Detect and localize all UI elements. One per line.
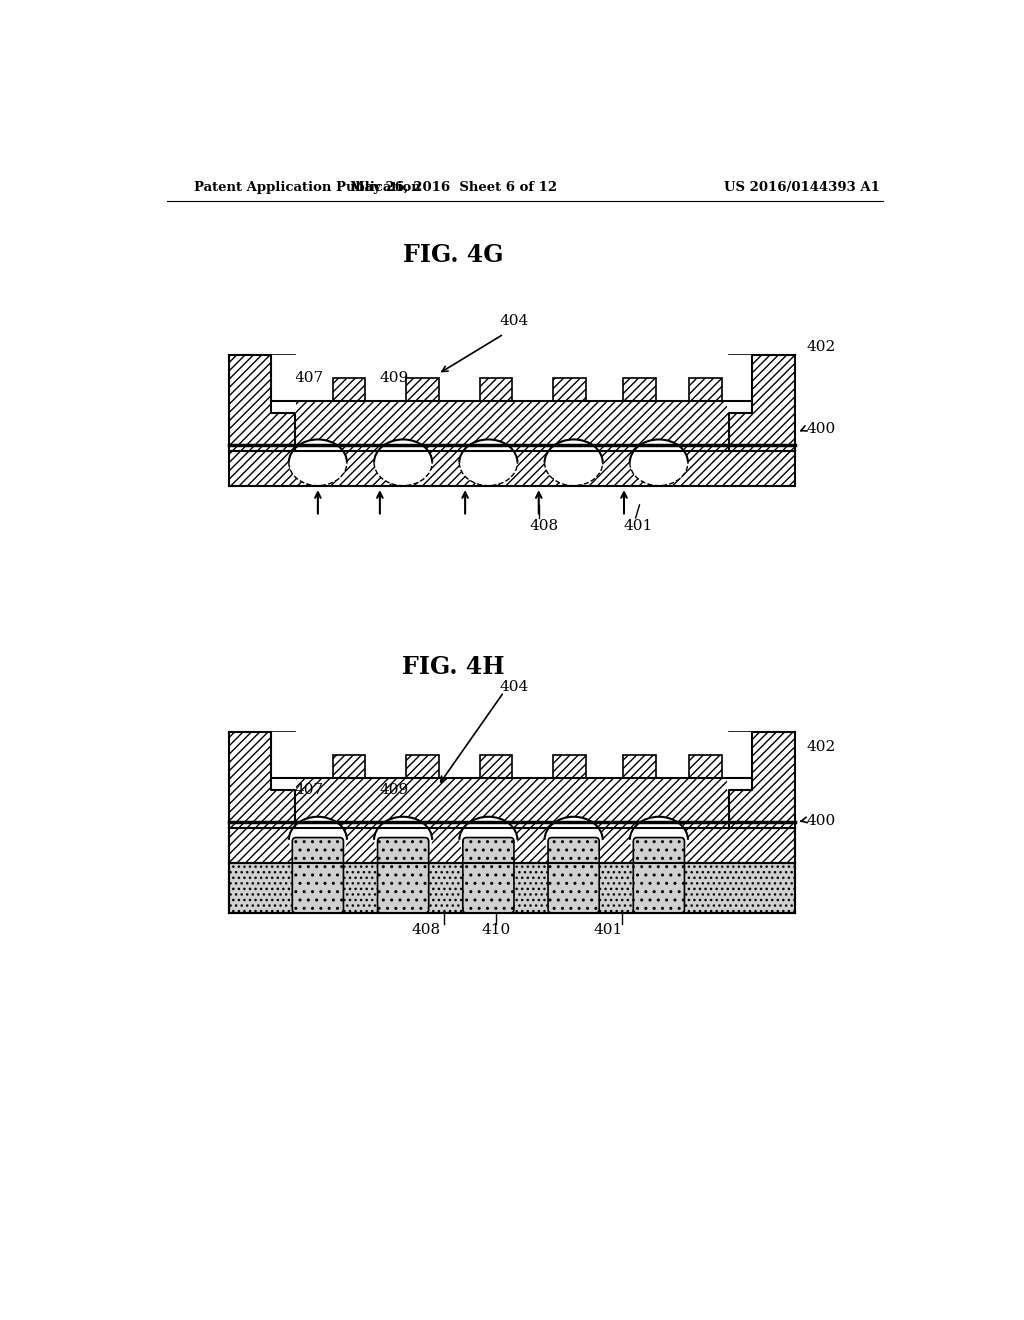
Text: US 2016/0144393 A1: US 2016/0144393 A1 xyxy=(724,181,881,194)
FancyBboxPatch shape xyxy=(463,838,514,913)
Text: Patent Application Publication: Patent Application Publication xyxy=(194,181,421,194)
Text: FIG. 4G: FIG. 4G xyxy=(403,243,504,267)
FancyBboxPatch shape xyxy=(633,838,684,913)
Text: 409: 409 xyxy=(380,371,410,385)
Ellipse shape xyxy=(289,440,347,486)
FancyBboxPatch shape xyxy=(548,838,599,913)
Bar xyxy=(228,829,795,863)
Ellipse shape xyxy=(460,817,517,863)
Ellipse shape xyxy=(630,440,688,486)
Text: 407: 407 xyxy=(295,371,324,385)
Bar xyxy=(228,779,795,829)
Ellipse shape xyxy=(630,817,688,863)
Text: 408: 408 xyxy=(529,520,558,533)
Bar xyxy=(228,863,795,913)
Bar xyxy=(228,355,295,451)
Text: 401: 401 xyxy=(594,923,624,937)
Ellipse shape xyxy=(289,817,347,863)
Bar xyxy=(333,755,366,779)
Ellipse shape xyxy=(374,817,432,863)
Bar xyxy=(271,733,296,789)
Bar xyxy=(407,378,438,401)
Bar xyxy=(729,355,795,451)
Text: 400: 400 xyxy=(806,422,836,437)
Bar xyxy=(480,755,512,779)
Text: 408: 408 xyxy=(412,923,441,937)
Ellipse shape xyxy=(545,817,603,863)
Text: 401: 401 xyxy=(624,520,653,533)
Bar xyxy=(554,378,586,401)
Ellipse shape xyxy=(374,440,432,486)
FancyBboxPatch shape xyxy=(292,838,343,913)
Text: 400: 400 xyxy=(806,813,836,828)
Text: 402: 402 xyxy=(806,741,836,755)
Text: May 26, 2016  Sheet 6 of 12: May 26, 2016 Sheet 6 of 12 xyxy=(350,181,557,194)
Ellipse shape xyxy=(460,440,517,486)
Text: 404: 404 xyxy=(500,680,528,693)
Bar xyxy=(228,733,295,829)
Bar xyxy=(554,755,586,779)
Bar xyxy=(624,755,655,779)
Bar xyxy=(228,401,795,451)
Bar xyxy=(228,451,795,486)
Bar xyxy=(271,355,296,412)
Bar xyxy=(407,755,438,779)
Bar xyxy=(333,378,366,401)
Bar xyxy=(727,733,752,789)
Bar xyxy=(624,378,655,401)
Text: 409: 409 xyxy=(380,783,410,797)
Bar xyxy=(480,378,512,401)
Ellipse shape xyxy=(545,440,603,486)
Text: 402: 402 xyxy=(806,341,836,354)
Text: 404: 404 xyxy=(500,314,528,327)
Bar xyxy=(729,733,795,829)
Bar xyxy=(689,378,722,401)
Text: 410: 410 xyxy=(481,923,511,937)
Text: 407: 407 xyxy=(295,783,324,797)
Bar xyxy=(689,755,722,779)
Bar xyxy=(727,355,752,412)
FancyBboxPatch shape xyxy=(378,838,429,913)
Text: FIG. 4H: FIG. 4H xyxy=(402,655,505,678)
